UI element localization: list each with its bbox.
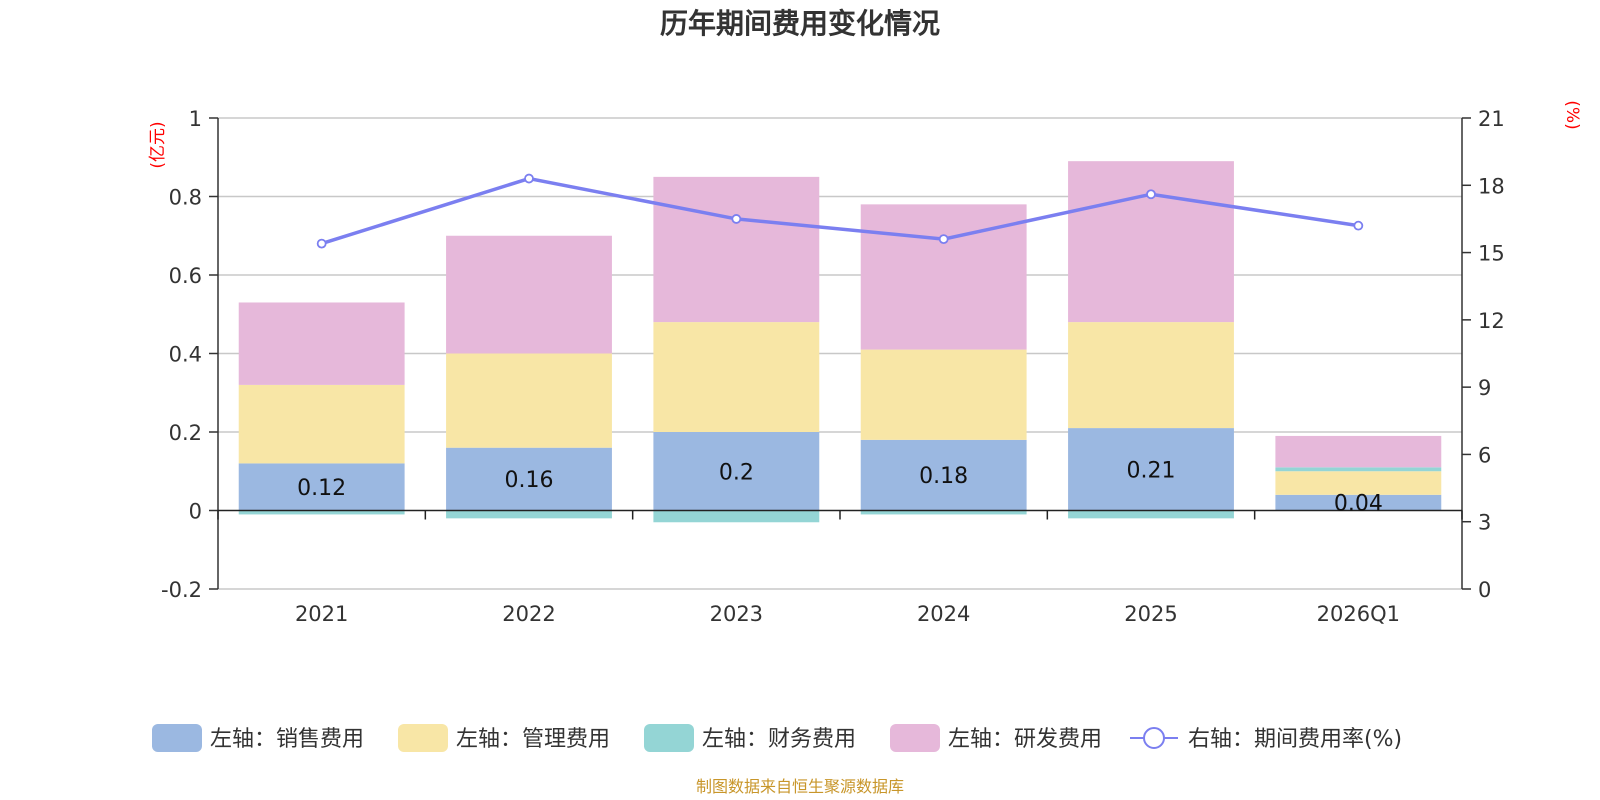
bar-segment xyxy=(1275,467,1442,472)
legend-item[interactable]: 右轴：期间费用率(%) xyxy=(1130,727,1402,752)
bars xyxy=(238,161,1442,523)
legend-item[interactable]: 左轴：管理费用 xyxy=(398,724,610,752)
right-axis-unit: (%) xyxy=(1562,100,1582,129)
legend-label: 左轴：管理费用 xyxy=(456,727,610,752)
left-tick-label: 1 xyxy=(189,107,202,131)
legend-label: 左轴：销售费用 xyxy=(210,727,364,752)
axes: -0.2 0 0.2 0.4 0.6 0.8 1 0 3 6 9 12 15 18 21 2021 2022 20… xyxy=(161,107,1505,626)
bar-segment xyxy=(1275,494,1442,511)
data-label: 0.04 xyxy=(1334,492,1383,517)
source-note: 制图数据来自恒生聚源数据库 xyxy=(696,777,904,796)
right-tick-label: 3 xyxy=(1478,511,1491,535)
bar-segment xyxy=(446,235,612,354)
left-tick-label: 0 xyxy=(189,500,202,524)
left-axis-unit: (亿元) xyxy=(148,121,168,168)
rate-point xyxy=(316,238,327,249)
rate-line xyxy=(316,173,1364,249)
rate-point xyxy=(938,234,949,245)
bar-segment xyxy=(446,353,612,448)
legend[interactable]: 左轴：销售费用 左轴：管理费用 左轴：财务费用 左轴：研发费用 右轴：期间费用率(%) xyxy=(152,724,1402,752)
legend-swatch xyxy=(152,724,202,752)
bar-segment xyxy=(238,463,405,511)
data-label: 0.18 xyxy=(919,464,968,489)
bar-segment xyxy=(860,510,1027,515)
data-label: 0.21 xyxy=(1127,458,1176,483)
category-label: 2026Q1 xyxy=(1317,602,1400,626)
right-tick-label: 12 xyxy=(1478,309,1505,333)
rate-line-path xyxy=(321,176,1359,246)
bar-segment xyxy=(238,302,405,385)
category-label: 2024 xyxy=(917,602,970,626)
bar-segment xyxy=(860,439,1027,511)
left-tick-label: 0.6 xyxy=(169,264,202,288)
bar-segment xyxy=(1275,471,1442,495)
bar-segment xyxy=(653,176,820,323)
bar-segment xyxy=(446,447,612,511)
left-tick-label: 0.4 xyxy=(169,343,202,367)
legend-swatch xyxy=(398,724,448,752)
legend-label: 右轴：期间费用率(%) xyxy=(1188,727,1402,752)
rate-point xyxy=(731,214,742,224)
bar-segment xyxy=(653,432,820,511)
bar-segment xyxy=(1068,161,1234,323)
bar-segment xyxy=(653,510,820,523)
bar-segment xyxy=(860,349,1027,440)
data-labels: 0.12 0.16 0.2 0.18 0.21 0.04 xyxy=(297,458,1383,516)
legend-label: 左轴：研发费用 xyxy=(948,727,1102,752)
legend-item[interactable]: 左轴：财务费用 xyxy=(644,724,856,752)
rate-point xyxy=(1146,189,1156,200)
bar-segment xyxy=(1068,428,1234,511)
data-label: 0.2 xyxy=(719,460,754,485)
category-label: 2022 xyxy=(502,602,555,626)
right-tick-label: 6 xyxy=(1478,443,1491,467)
right-tick-label: 0 xyxy=(1478,578,1491,602)
legend-swatch-marker xyxy=(1143,727,1165,749)
bar-segment xyxy=(1275,435,1442,468)
bar-segment xyxy=(1068,510,1234,519)
legend-label: 左轴：财务费用 xyxy=(702,727,856,752)
legend-swatch xyxy=(644,724,694,752)
bar-segment xyxy=(238,510,405,515)
legend-swatch xyxy=(890,724,940,752)
rate-point xyxy=(524,173,534,184)
left-tick-label: 0.8 xyxy=(169,186,202,210)
right-tick-label: 18 xyxy=(1478,174,1505,198)
right-tick-label: 9 xyxy=(1478,376,1491,400)
legend-item[interactable]: 左轴：销售费用 xyxy=(152,724,364,752)
left-tick-label: 0.2 xyxy=(169,421,202,445)
bar-segment xyxy=(446,510,612,519)
category-label: 2023 xyxy=(710,602,763,626)
category-label: 2021 xyxy=(295,602,348,626)
data-label: 0.16 xyxy=(505,468,554,493)
right-tick-label: 15 xyxy=(1478,242,1505,266)
bar-segment xyxy=(1068,322,1234,429)
chart-title: 历年期间费用变化情况 xyxy=(660,7,940,40)
left-tick-label: -0.2 xyxy=(161,578,202,602)
data-label: 0.12 xyxy=(297,476,346,501)
legend-item[interactable]: 左轴：研发费用 xyxy=(890,724,1102,752)
grid xyxy=(218,117,1462,590)
bar-segment xyxy=(653,322,820,432)
right-tick-label: 21 xyxy=(1478,107,1505,131)
bar-segment xyxy=(238,384,405,464)
category-label: 2025 xyxy=(1124,602,1177,626)
rate-point xyxy=(1353,220,1364,231)
